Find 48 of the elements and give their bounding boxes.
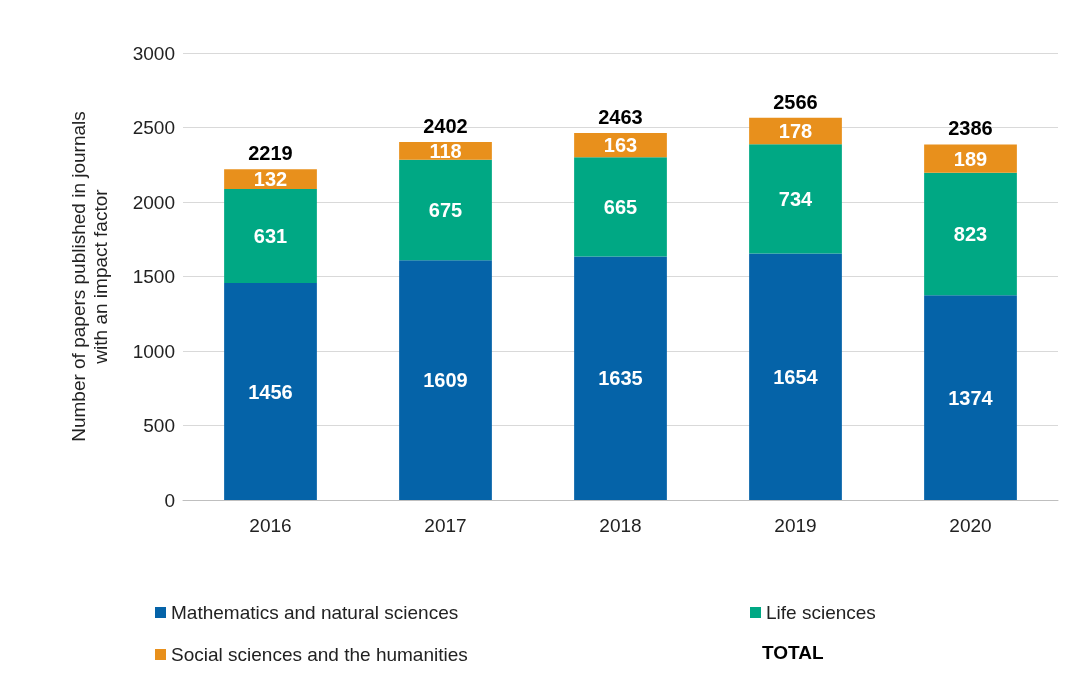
y-axis-title: Number of papers published in journals with an impact factor: [67, 111, 111, 442]
x-tick-label: 2017: [424, 515, 467, 536]
total-label: 2402: [423, 115, 468, 138]
bar: [749, 144, 842, 254]
bar: [574, 157, 667, 257]
data-label: 1609: [423, 369, 468, 392]
data-label: 823: [953, 222, 988, 245]
bar: [224, 283, 317, 500]
bar: [924, 172, 1017, 296]
data-label: 163: [603, 134, 638, 157]
data-label: 1456: [248, 380, 293, 403]
bar: [224, 189, 317, 284]
data-label: 665: [603, 195, 638, 218]
data-label: 675: [428, 198, 463, 221]
total-label: 2566: [773, 90, 818, 113]
y-tick-label: 0: [164, 489, 175, 511]
bar: [924, 295, 1017, 500]
y-tick-label: 2500: [132, 117, 175, 138]
total-label: 2463: [598, 106, 643, 129]
y-tick-label: 3000: [132, 42, 175, 64]
y-tick-label: 1000: [132, 340, 175, 362]
text: TOTAL: [762, 641, 824, 663]
y-tick-label: 2000: [132, 191, 175, 213]
x-tick-label: 2016: [249, 515, 292, 536]
data-label: 734: [778, 187, 814, 210]
data-label: 1635: [598, 367, 643, 390]
data-label: 1654: [773, 365, 819, 388]
data-label: 189: [953, 147, 988, 170]
data-label: 132: [253, 168, 288, 191]
data-label: 118: [429, 139, 462, 162]
bar: [399, 159, 492, 261]
data-label: 178: [778, 119, 813, 142]
x-tick-label: 2020: [949, 515, 992, 536]
legend-label: Life sciences: [766, 602, 876, 623]
bar: [399, 260, 492, 500]
y-tick-label: 500: [143, 415, 175, 436]
data-label: 1374: [948, 386, 994, 409]
x-tick-label: 2018: [599, 515, 642, 536]
data-label: 631: [253, 225, 288, 248]
y-tick-label: 1500: [132, 266, 175, 287]
bar: [574, 256, 667, 500]
total-label: 2386: [948, 117, 993, 140]
x-tick-label: 2019: [774, 515, 817, 536]
bar: [924, 144, 1017, 173]
bar: [749, 253, 842, 500]
total-label: 2219: [248, 142, 293, 165]
legend-label: Social sciences and the humanities: [171, 644, 468, 665]
legend-label: Mathematics and natural sciences: [171, 602, 459, 623]
